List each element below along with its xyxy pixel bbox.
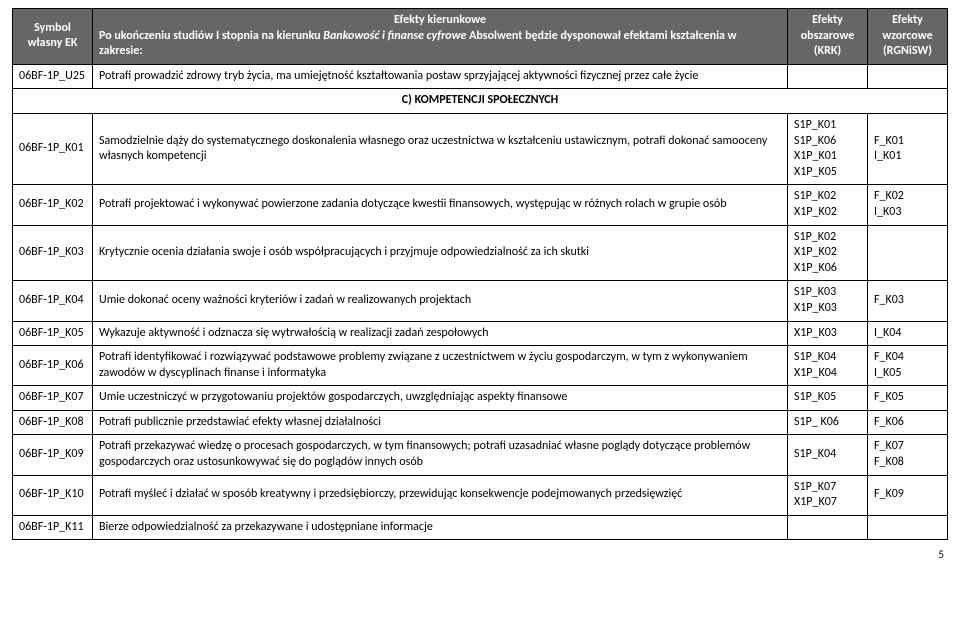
- table-row: 06BF-1P_K07Umie uczestniczyć w przygotow…: [13, 386, 948, 411]
- desc-cell: Potrafi myśleć i działać w sposób kreaty…: [93, 475, 788, 515]
- table-row: 06BF-1P_U25Potrafi prowadzić zdrowy tryb…: [13, 64, 948, 89]
- rgn-cell: [868, 64, 948, 89]
- rgn-cell: F_K02 I_K03: [868, 185, 948, 225]
- rgn-cell: F_K06: [868, 410, 948, 435]
- table-row: 06BF-1P_K11Bierze odpowiedzialność za pr…: [13, 515, 948, 540]
- symbol-cell: 06BF-1P_K07: [13, 386, 93, 411]
- table-row: 06BF-1P_K10Potrafi myśleć i działać w sp…: [13, 475, 948, 515]
- symbol-cell: 06BF-1P_K05: [13, 321, 93, 346]
- symbol-cell: 06BF-1P_K02: [13, 185, 93, 225]
- table-row: 06BF-1P_K09Potrafi przekazywać wiedzę o …: [13, 435, 948, 475]
- krk-cell: S1P_K07 X1P_K07: [788, 475, 868, 515]
- header-kierunkowe: Efekty kierunkowe Po ukończeniu studiów …: [93, 9, 788, 65]
- krk-cell: [788, 515, 868, 540]
- rgn-cell: [868, 225, 948, 281]
- table-row: 06BF-1P_K06Potrafi identyfikować i rozwi…: [13, 346, 948, 386]
- desc-cell: Umie dokonać oceny ważności kryteriów i …: [93, 281, 788, 321]
- header-row: Symbol własny EK Efekty kierunkowe Po uk…: [13, 9, 948, 65]
- rgn-cell: F_K01 I_K01: [868, 113, 948, 184]
- rgn-cell: [868, 515, 948, 540]
- krk-cell: S1P_K04 X1P_K04: [788, 346, 868, 386]
- desc-cell: Wykazuje aktywność i odznacza się wytrwa…: [93, 321, 788, 346]
- header-symbol: Symbol własny EK: [13, 9, 93, 65]
- symbol-cell: 06BF-1P_K08: [13, 410, 93, 435]
- rgn-cell: F_K03: [868, 281, 948, 321]
- table-row: 06BF-1P_K02Potrafi projektować i wykonyw…: [13, 185, 948, 225]
- rgn-cell: F_K04 I_K05: [868, 346, 948, 386]
- table-row: 06BF-1P_K01Samodzielnie dąży do systemat…: [13, 113, 948, 184]
- krk-cell: [788, 64, 868, 89]
- krk-cell: S1P_K03 X1P_K03: [788, 281, 868, 321]
- symbol-cell: 06BF-1P_K09: [13, 435, 93, 475]
- table-row: 06BF-1P_K05Wykazuje aktywność i odznacza…: [13, 321, 948, 346]
- section-header-row: C) KOMPETENCJI SPOŁECZNYCH: [13, 89, 948, 114]
- rgn-cell: F_K05: [868, 386, 948, 411]
- desc-cell: Potrafi identyfikować i rozwiązywać pods…: [93, 346, 788, 386]
- header-krk: Efekty obszarowe (KRK): [788, 9, 868, 65]
- rgn-cell: F_K07 F_K08: [868, 435, 948, 475]
- symbol-cell: 06BF-1P_K01: [13, 113, 93, 184]
- krk-cell: S1P_K02 X1P_K02: [788, 185, 868, 225]
- table-row: 06BF-1P_K03Krytycznie ocenia działania s…: [13, 225, 948, 281]
- desc-cell: Samodzielnie dąży do systematycznego dos…: [93, 113, 788, 184]
- krk-cell: X1P_K03: [788, 321, 868, 346]
- symbol-cell: 06BF-1P_K03: [13, 225, 93, 281]
- desc-cell: Potrafi prowadzić zdrowy tryb życia, ma …: [93, 64, 788, 89]
- header-kierunkowe-sub: Po ukończeniu studiów I stopnia na kieru…: [99, 29, 781, 60]
- desc-cell: Bierze odpowiedzialność za przekazywane …: [93, 515, 788, 540]
- krk-cell: S1P_K05: [788, 386, 868, 411]
- symbol-cell: 06BF-1P_K04: [13, 281, 93, 321]
- rgn-cell: F_K09: [868, 475, 948, 515]
- effects-table: Symbol własny EK Efekty kierunkowe Po uk…: [12, 8, 948, 540]
- symbol-cell: 06BF-1P_K11: [13, 515, 93, 540]
- symbol-cell: 06BF-1P_U25: [13, 64, 93, 89]
- krk-cell: S1P_K04: [788, 435, 868, 475]
- krk-cell: S1P_K01 S1P_K06 X1P_K01 X1P_K05: [788, 113, 868, 184]
- desc-cell: Potrafi projektować i wykonywać powierzo…: [93, 185, 788, 225]
- symbol-cell: 06BF-1P_K06: [13, 346, 93, 386]
- krk-cell: S1P_ K06: [788, 410, 868, 435]
- rgn-cell: I_K04: [868, 321, 948, 346]
- header-kierunkowe-title: Efekty kierunkowe: [99, 13, 781, 29]
- page-number: 5: [12, 548, 948, 561]
- section-header-c: C) KOMPETENCJI SPOŁECZNYCH: [13, 89, 948, 114]
- krk-cell: S1P_K02 X1P_K02 X1P_K06: [788, 225, 868, 281]
- symbol-cell: 06BF-1P_K10: [13, 475, 93, 515]
- desc-cell: Krytycznie ocenia działania swoje i osób…: [93, 225, 788, 281]
- table-row: 06BF-1P_K04Umie dokonać oceny ważności k…: [13, 281, 948, 321]
- desc-cell: Umie uczestniczyć w przygotowaniu projek…: [93, 386, 788, 411]
- desc-cell: Potrafi przekazywać wiedzę o procesach g…: [93, 435, 788, 475]
- header-rgn: Efekty wzorcowe (RGNiSW): [868, 9, 948, 65]
- desc-cell: Potrafi publicznie przedstawiać efekty w…: [93, 410, 788, 435]
- table-row: 06BF-1P_K08Potrafi publicznie przedstawi…: [13, 410, 948, 435]
